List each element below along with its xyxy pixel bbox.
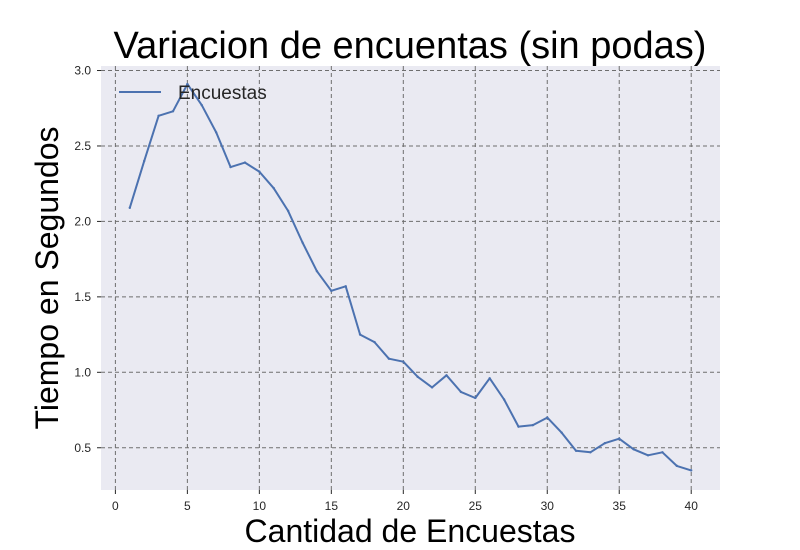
plot-area	[101, 66, 720, 490]
data-point	[171, 110, 175, 113]
x-tick-label: 20	[397, 499, 411, 513]
data-point	[502, 398, 506, 401]
data-point	[459, 390, 463, 394]
data-point	[373, 340, 376, 344]
data-point	[214, 131, 218, 134]
data-point	[661, 451, 664, 454]
data-point	[315, 270, 319, 273]
data-point	[618, 437, 621, 440]
x-tick-label: 10	[253, 499, 267, 513]
data-point	[286, 209, 290, 213]
x-axis-label: Cantidad de Encuestas	[245, 513, 576, 549]
data-point	[445, 374, 448, 377]
y-tick-label: 2.5	[74, 139, 91, 153]
y-tick-label: 3.0	[74, 64, 91, 78]
series-line-encuestas	[128, 83, 692, 472]
y-tick-label: 1.5	[74, 290, 91, 304]
x-tick-label: 30	[541, 499, 555, 513]
y-tick-label: 1.0	[74, 365, 91, 379]
grid	[101, 66, 720, 490]
data-point	[272, 187, 275, 190]
data-point	[589, 451, 592, 454]
x-tick-label: 35	[613, 499, 627, 513]
axis-ticks: 0 5 10 15 20 25 30 35 40 0.5 1.0 1.5 2.0 2.5 3.0	[74, 64, 698, 513]
data-point	[690, 469, 693, 472]
data-point	[200, 104, 203, 107]
y-tick-label: 0.5	[74, 441, 91, 455]
data-point	[186, 82, 189, 86]
x-tick-label: 25	[469, 499, 483, 513]
data-point	[330, 289, 333, 293]
data-point	[142, 159, 146, 163]
y-axis-label: Tiempo en Segundos	[29, 126, 65, 429]
data-point	[560, 431, 563, 434]
data-point	[402, 360, 405, 363]
data-point	[243, 161, 247, 164]
legend-label-encuestas: Encuestas	[178, 83, 267, 104]
data-point	[646, 454, 650, 457]
data-point	[546, 416, 549, 419]
data-point	[358, 333, 362, 336]
data-point	[574, 449, 578, 452]
legend: Encuestas	[119, 83, 267, 104]
x-tick-label: 15	[325, 499, 339, 513]
data-point	[416, 375, 419, 379]
data-point	[344, 285, 347, 288]
data-point	[258, 170, 261, 173]
data-point	[517, 425, 520, 428]
data-point	[387, 357, 391, 360]
y-tick-label: 2.0	[74, 214, 91, 228]
data-point	[531, 423, 535, 427]
data-point	[603, 442, 607, 445]
data-point	[157, 114, 160, 117]
data-point	[675, 464, 679, 468]
data-point	[229, 165, 232, 169]
chart-title: Variacion de encuentas (sin podas)	[114, 25, 707, 67]
data-point	[430, 386, 434, 389]
data-point	[632, 448, 635, 451]
data-point	[301, 241, 304, 244]
x-tick-label: 40	[685, 499, 699, 513]
x-tick-label: 0	[112, 499, 119, 513]
data-point	[128, 206, 131, 210]
data-point	[474, 396, 477, 400]
data-point	[488, 377, 491, 380]
series-layer	[128, 82, 693, 472]
x-tick-label: 5	[184, 499, 191, 513]
